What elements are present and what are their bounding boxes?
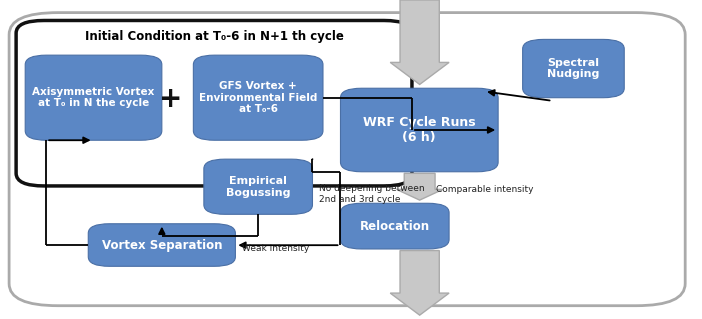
FancyBboxPatch shape (204, 159, 312, 214)
FancyBboxPatch shape (25, 55, 162, 140)
Text: Spectral
Nudging: Spectral Nudging (548, 58, 600, 79)
Text: +: + (159, 85, 183, 113)
Text: Vortex Separation: Vortex Separation (102, 239, 222, 252)
FancyBboxPatch shape (193, 55, 323, 140)
FancyBboxPatch shape (88, 224, 235, 266)
FancyBboxPatch shape (523, 39, 624, 98)
Polygon shape (390, 250, 449, 315)
Text: Comparable intensity: Comparable intensity (437, 185, 534, 194)
FancyBboxPatch shape (340, 88, 498, 172)
FancyBboxPatch shape (340, 203, 449, 249)
Text: No deepening between
2nd and 3rd cycle: No deepening between 2nd and 3rd cycle (319, 184, 425, 204)
Text: Initial Condition at T₀-6 in N+1 th cycle: Initial Condition at T₀-6 in N+1 th cycl… (85, 30, 344, 43)
FancyBboxPatch shape (9, 13, 685, 306)
Text: Relocation: Relocation (359, 219, 430, 233)
Text: Empirical
Bogussing: Empirical Bogussing (226, 176, 291, 197)
Text: Axisymmetric Vortex
at T₀ in N the cycle: Axisymmetric Vortex at T₀ in N the cycle (32, 87, 154, 108)
Text: Weak intensity: Weak intensity (242, 244, 310, 254)
Text: GFS Vortex +
Environmental Field
at T₀-6: GFS Vortex + Environmental Field at T₀-6 (199, 81, 317, 114)
FancyBboxPatch shape (16, 20, 412, 186)
Polygon shape (390, 0, 449, 85)
Polygon shape (397, 173, 443, 200)
Text: WRF Cycle Runs
(6 h): WRF Cycle Runs (6 h) (363, 116, 476, 144)
